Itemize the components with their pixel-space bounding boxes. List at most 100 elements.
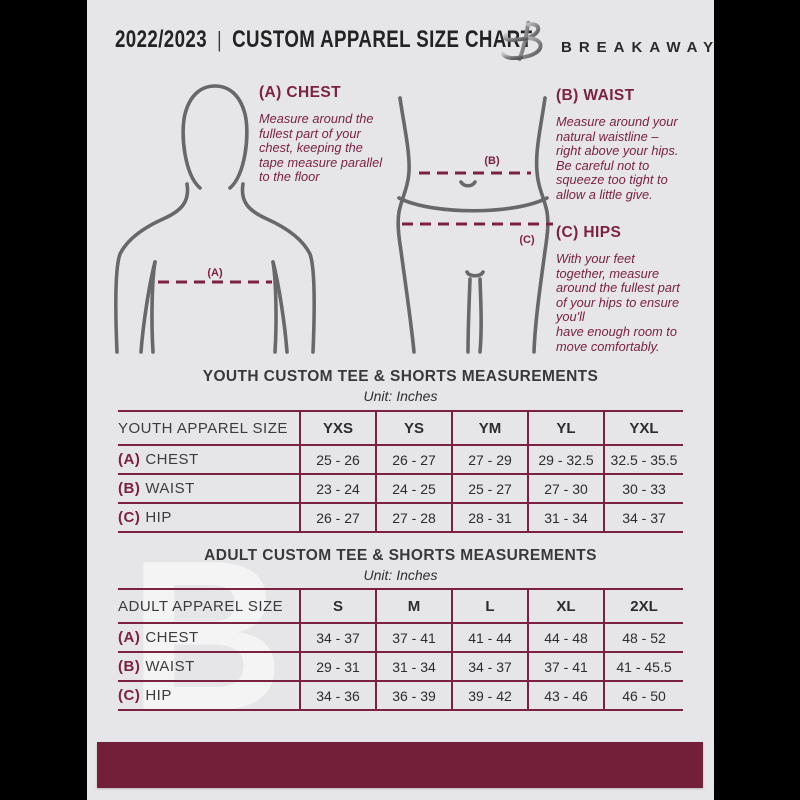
- size-chart-page: B 2022/2023 | CUSTOM APPAREL SIZE CHART: [87, 0, 714, 800]
- waist-instruction-body: Measure around your natural waistline – …: [556, 114, 679, 202]
- size-value-cell: 34 - 37: [451, 651, 528, 681]
- row-label-cell: (C) HIP: [118, 502, 300, 533]
- youth-section-title: YOUTH CUSTOM TEE & SHORTS MEASUREMENTS: [202, 368, 599, 385]
- row-prefix: (C): [118, 509, 141, 526]
- youth-size-col: YXS: [299, 410, 376, 445]
- youth-size-col: YXL: [603, 410, 683, 445]
- row-label: CHEST: [145, 629, 199, 646]
- size-value-cell: 46 - 50: [603, 680, 683, 711]
- row-prefix: (B): [118, 658, 141, 675]
- waist-line-label: (B): [484, 155, 500, 167]
- right-torso-leg: [532, 96, 550, 354]
- size-value-cell: 27 - 30: [527, 473, 604, 503]
- adult-size-col: S: [299, 588, 376, 623]
- size-value-cell: 41 - 45.5: [603, 651, 683, 681]
- size-value-cell: 29 - 32.5: [527, 444, 604, 474]
- adult-size-col: 2XL: [603, 588, 683, 623]
- row-label: HIP: [145, 509, 172, 526]
- youth-unit-label: Unit: Inches: [363, 388, 438, 404]
- left-leg-inner: [466, 277, 472, 354]
- hip-curve: [397, 196, 549, 213]
- youth-waist-row: (B) WAIST 23 - 24 24 - 25 25 - 27 27 - 30…: [118, 473, 683, 503]
- upper-body-figure: (A): [113, 84, 317, 354]
- size-value-cell: 31 - 34: [375, 651, 452, 681]
- title-divider: |: [217, 27, 222, 52]
- right-arm-inner: [271, 260, 289, 354]
- row-prefix: (A): [118, 629, 141, 646]
- title-text: CUSTOM APPAREL SIZE CHART: [232, 26, 533, 53]
- size-value-cell: 34 - 37: [603, 502, 683, 533]
- crotch-curve: [465, 270, 485, 278]
- season-label: 2022/2023: [115, 26, 208, 53]
- chest-instruction-heading: (A) CHEST: [259, 84, 341, 101]
- adult-hip-row: (C) HIP 34 - 36 36 - 39 39 - 42 43 - 46 4…: [118, 680, 683, 711]
- size-value-cell: 31 - 34: [527, 502, 604, 533]
- size-value-cell: 39 - 42: [451, 680, 528, 711]
- adult-size-table: ADULT APPAREL SIZE S M L XL 2XL (A) CHEST…: [118, 588, 683, 711]
- waist-instruction: (B) WAIST Measure around your natural wa…: [556, 87, 706, 203]
- adult-size-label-cell: ADULT APPAREL SIZE: [118, 588, 300, 623]
- row-label: CHEST: [145, 451, 199, 468]
- navel: [459, 180, 477, 188]
- size-value-cell: 37 - 41: [375, 622, 452, 652]
- left-shoulder-arm: [113, 182, 190, 354]
- row-label: WAIST: [145, 658, 195, 675]
- row-label-cell: (A) CHEST: [118, 622, 300, 652]
- row-prefix: (B): [118, 480, 141, 497]
- waist-instruction-heading: (B) WAIST: [556, 87, 635, 104]
- adult-unit-label: Unit: Inches: [363, 567, 438, 583]
- youth-chest-row: (A) CHEST 25 - 26 26 - 27 27 - 29 29 - 32…: [118, 444, 683, 474]
- youth-header-row: YOUTH APPAREL SIZE YXS YS YM YL YXL: [118, 410, 683, 445]
- youth-size-col: YS: [375, 410, 452, 445]
- size-value-cell: 36 - 39: [375, 680, 452, 711]
- size-value-cell: 29 - 31: [299, 651, 376, 681]
- row-label-cell: (B) WAIST: [118, 651, 300, 681]
- left-arm-inner: [139, 260, 157, 354]
- size-value-cell: 48 - 52: [603, 622, 683, 652]
- size-value-cell: 30 - 33: [603, 473, 683, 503]
- breakaway-logo-icon: [501, 20, 543, 62]
- size-value-cell: 26 - 27: [375, 444, 452, 474]
- chest-line-label: (A): [207, 267, 223, 279]
- adult-chest-row: (A) CHEST 34 - 37 37 - 41 41 - 44 44 - 48…: [118, 622, 683, 652]
- chest-instruction: (A) CHEST Measure around the fullest par…: [259, 84, 419, 185]
- size-value-cell: 32.5 - 35.5: [603, 444, 683, 474]
- row-prefix: (A): [118, 451, 141, 468]
- hips-instruction: (C) HIPS With your feet together, measur…: [556, 224, 706, 354]
- size-value-cell: 25 - 27: [451, 473, 528, 503]
- brand-block: BREAKAWAY: [497, 17, 714, 65]
- adult-waist-row: (B) WAIST 29 - 31 31 - 34 34 - 37 37 - 41…: [118, 651, 683, 681]
- brand-name: BREAKAWAY: [561, 38, 714, 56]
- row-prefix: (C): [118, 687, 141, 704]
- row-label: WAIST: [145, 480, 195, 497]
- adult-size-col: XL: [527, 588, 604, 623]
- row-label-cell: (B) WAIST: [118, 473, 300, 503]
- right-black-bar: [714, 0, 800, 800]
- left-torso-leg: [396, 96, 416, 354]
- size-value-cell: 43 - 46: [527, 680, 604, 711]
- size-value-cell: 26 - 27: [299, 502, 376, 533]
- page-title: 2022/2023 | CUSTOM APPAREL SIZE CHART: [115, 26, 532, 54]
- youth-size-col: YM: [451, 410, 528, 445]
- footer-accent-bar: [97, 742, 703, 788]
- chest-instruction-body: Measure around the fullest part of your …: [259, 111, 383, 185]
- youth-size-table: YOUTH APPAREL SIZE YXS YS YM YL YXL (A) C…: [118, 410, 683, 533]
- row-label-cell: (C) HIP: [118, 680, 300, 711]
- lower-body-figure: (B) (C): [396, 96, 553, 354]
- size-value-cell: 23 - 24: [299, 473, 376, 503]
- size-value-cell: 41 - 44: [451, 622, 528, 652]
- size-value-cell: 37 - 41: [527, 651, 604, 681]
- adult-header-row: ADULT APPAREL SIZE S M L XL 2XL: [118, 588, 683, 623]
- right-shoulder-arm: [240, 182, 317, 354]
- size-value-cell: 34 - 37: [299, 622, 376, 652]
- hips-instruction-body: With your feet together, measure around …: [556, 251, 680, 354]
- size-value-cell: 27 - 28: [375, 502, 452, 533]
- adult-size-col: L: [451, 588, 528, 623]
- row-label-cell: (A) CHEST: [118, 444, 300, 474]
- adult-section-title: ADULT CUSTOM TEE & SHORTS MEASUREMENTS: [204, 547, 597, 564]
- hips-instruction-heading: (C) HIPS: [556, 224, 622, 241]
- head-outline: [181, 84, 249, 190]
- size-value-cell: 44 - 48: [527, 622, 604, 652]
- hip-line-label: (C): [519, 234, 535, 246]
